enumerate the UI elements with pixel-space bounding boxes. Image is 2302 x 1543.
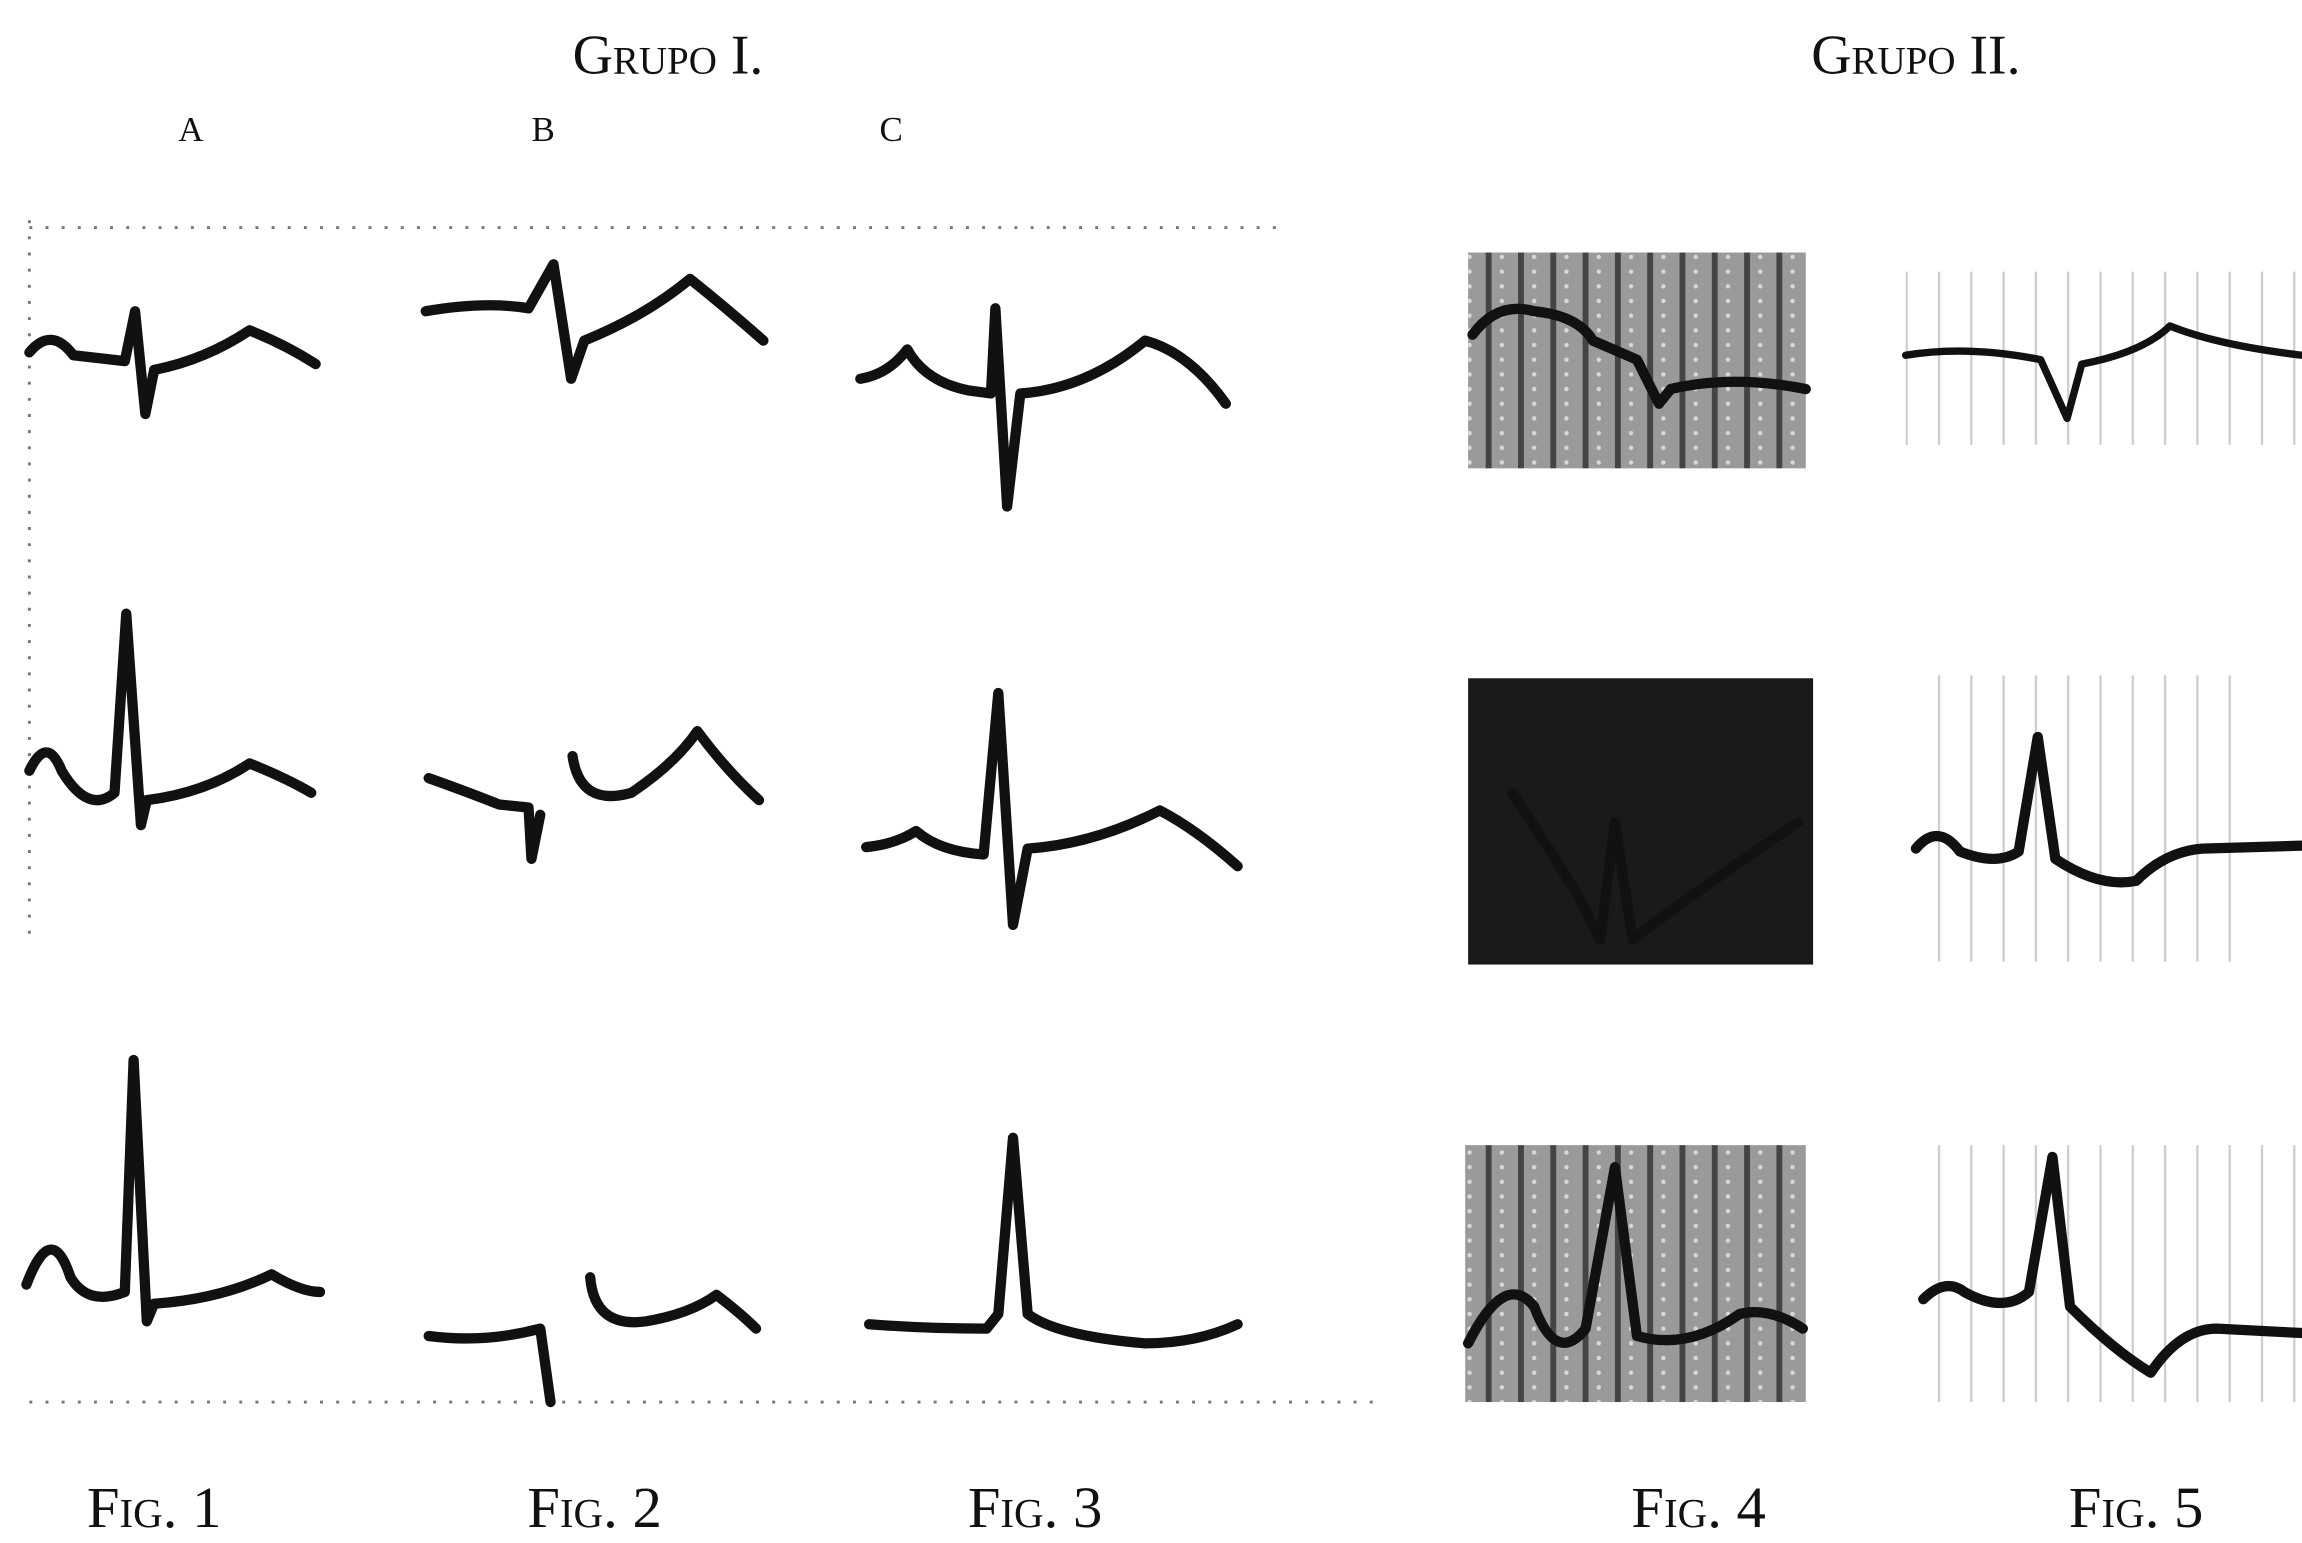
group-title: Grupo I. bbox=[573, 24, 764, 86]
ecg-trace bbox=[1918, 1151, 2302, 1378]
column-label: c bbox=[879, 97, 902, 152]
ecg-trace bbox=[21, 1054, 326, 1327]
ecg-trace bbox=[855, 303, 1232, 512]
ecg-trace bbox=[1910, 731, 2302, 888]
frame-dots bbox=[27, 220, 1381, 1404]
figure-label: Fig. 5 bbox=[2069, 1475, 2204, 1540]
record-panel bbox=[1908, 675, 2254, 962]
ecg-trace bbox=[1901, 322, 2302, 423]
figure-label: Fig. 4 bbox=[1631, 1475, 1766, 1540]
column-label: a bbox=[178, 97, 204, 152]
ecg-trace bbox=[861, 687, 1243, 931]
ecg-trace bbox=[24, 608, 317, 831]
ecg-trace bbox=[1507, 787, 1804, 945]
group-title: Grupo II. bbox=[1811, 24, 2020, 86]
ecg-trace bbox=[423, 725, 765, 864]
ecg-trace bbox=[423, 1272, 762, 1408]
record-panel bbox=[1915, 1145, 2302, 1403]
column-label: b bbox=[532, 97, 555, 152]
ecg-trace bbox=[1467, 303, 1811, 409]
record-panel bbox=[1465, 1145, 1806, 1403]
figure-label: Fig. 3 bbox=[968, 1475, 1103, 1540]
figure-label: Fig. 1 bbox=[87, 1475, 222, 1540]
ecg-trace bbox=[1462, 1162, 1808, 1349]
ecg-trace bbox=[24, 306, 321, 420]
record-panel bbox=[1468, 678, 1814, 965]
ecg-trace bbox=[863, 1132, 1243, 1349]
figure-label: Fig. 2 bbox=[527, 1475, 662, 1540]
ecg-trace bbox=[420, 259, 769, 384]
